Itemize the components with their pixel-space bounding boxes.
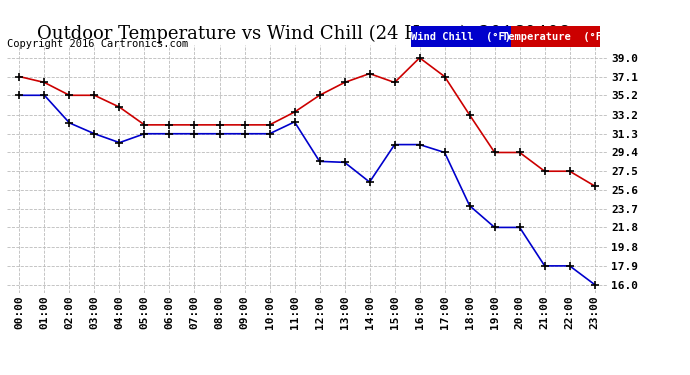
- Text: Outdoor Temperature vs Wind Chill (24 Hours)  20160408: Outdoor Temperature vs Wind Chill (24 Ho…: [37, 24, 571, 43]
- Text: Wind Chill  (°F): Wind Chill (°F): [411, 32, 511, 42]
- Text: Temperature  (°F): Temperature (°F): [502, 32, 609, 42]
- Text: Copyright 2016 Cartronics.com: Copyright 2016 Cartronics.com: [7, 39, 188, 50]
